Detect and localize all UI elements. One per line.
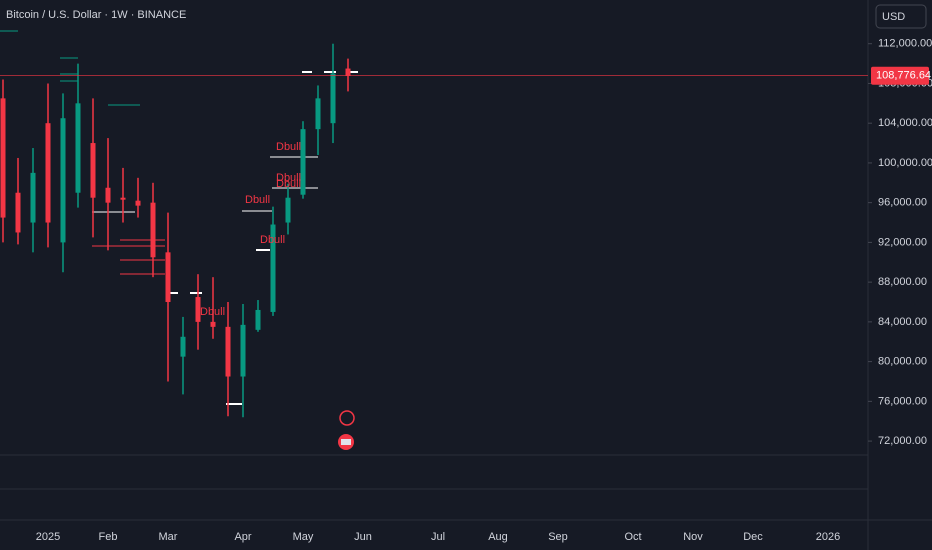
x-tick-label: Feb (99, 531, 118, 543)
candle-body (315, 98, 321, 130)
candle-body (180, 336, 186, 357)
x-tick-label: Jun (354, 531, 372, 543)
y-tick-label: 92,000.00 (878, 236, 927, 248)
candle-body (90, 143, 96, 198)
candle-body (210, 321, 216, 327)
currency-button[interactable] (875, 4, 927, 29)
last-price-label: 108,776.64 (876, 70, 931, 82)
candle-body (285, 197, 291, 223)
event-flag (341, 439, 351, 445)
candle-body (165, 252, 171, 303)
annotation: Dbull (276, 172, 301, 184)
y-tick-label: 96,000.00 (878, 197, 927, 209)
x-tick-label: Aug (488, 531, 508, 543)
x-tick-label: Mar (159, 531, 178, 543)
x-tick-label: Apr (234, 531, 251, 543)
annotation: Dbull (200, 306, 225, 318)
y-tick-label: 88,000.00 (878, 276, 927, 288)
annotation: Dbull (276, 178, 301, 190)
candle-body (120, 197, 126, 200)
x-tick-label: Sep (548, 531, 568, 543)
candle-body (270, 224, 276, 312)
candle-body (0, 98, 6, 218)
candle-body (45, 123, 51, 223)
candle-body (345, 68, 351, 76)
candle-body (225, 326, 231, 377)
candle-body (300, 129, 306, 195)
candle-body (255, 309, 261, 330)
x-tick-label: Oct (624, 531, 641, 543)
x-tick-label: 2026 (816, 531, 840, 543)
x-tick-label: Nov (683, 531, 703, 543)
candle-body (135, 200, 141, 206)
chart-title: Bitcoin / U.S. Dollar · 1W · BINANCE (6, 9, 186, 21)
candle-body (150, 202, 156, 258)
candle-body (60, 118, 66, 243)
last-price-box (871, 66, 929, 85)
y-tick-label: 80,000.00 (878, 356, 927, 368)
event-icon (339, 410, 355, 426)
y-tick-label: 84,000.00 (878, 316, 927, 328)
candle-body (240, 324, 246, 377)
annotation: Dbull (276, 141, 301, 153)
candle-body (105, 187, 111, 203)
currency-label: USD (882, 11, 905, 23)
y-tick-label: 72,000.00 (878, 435, 927, 447)
y-tick-label: 100,000.00 (878, 157, 932, 169)
y-tick-label: 112,000.00 (878, 38, 932, 50)
x-tick-label: Dec (743, 531, 763, 543)
candle-body (330, 73, 336, 124)
event-icons (338, 410, 355, 450)
candle-body (15, 192, 21, 233)
candle-body (75, 103, 81, 193)
annotation: Dbull (245, 194, 270, 206)
candle-body (30, 172, 36, 223)
x-tick-label: May (293, 531, 314, 543)
candle-body (195, 297, 201, 322)
annotation: Dbull (260, 234, 285, 246)
y-tick-label: 76,000.00 (878, 395, 927, 407)
x-tick-label: 2025 (36, 531, 60, 543)
y-tick-label: 104,000.00 (878, 117, 932, 129)
x-tick-label: Jul (431, 531, 445, 543)
